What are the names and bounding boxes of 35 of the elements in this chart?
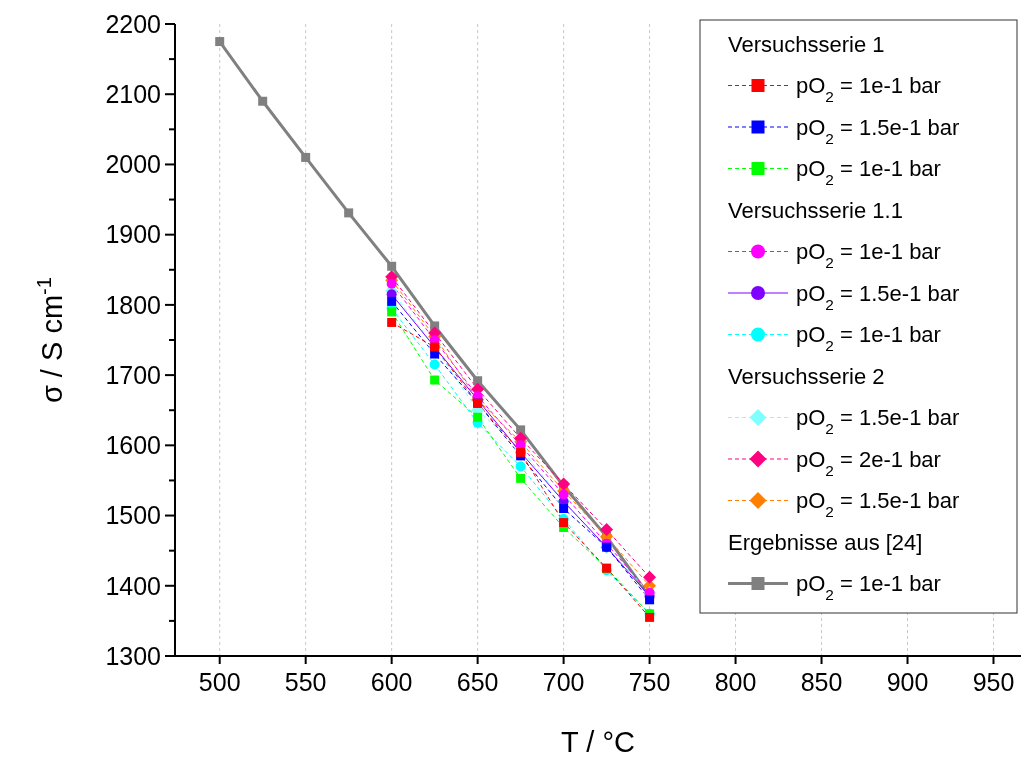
- annotation: Versuchsserie 1.1: [728, 197, 903, 223]
- x-tick-label: 650: [456, 668, 499, 696]
- annotation: Versuchsserie 1: [728, 31, 885, 57]
- y-tick-label: 1500: [105, 501, 161, 530]
- x-tick-label: 550: [284, 668, 327, 696]
- annotation: Ergebnisse aus [24]: [728, 529, 923, 555]
- legend-label: pO$_{2}$ = 1e-1 bar: [796, 322, 941, 354]
- x-axis-title: T / °C: [561, 726, 635, 758]
- x-tick-label: 750: [628, 668, 671, 696]
- y-tick-label: 2200: [105, 9, 161, 38]
- legend-label: pO$_{2}$ = 1.5e-1 bar: [796, 280, 960, 313]
- y-tick-label: 1800: [105, 290, 161, 319]
- x-tick-label: 800: [714, 668, 757, 696]
- legend-label: pO$_{2}$ = 1.5e-1 bar: [796, 488, 960, 520]
- legend-label: pO$_{2}$ = 1.5e-1 bar: [796, 405, 960, 437]
- y-tick-label: 1700: [105, 360, 161, 389]
- legend-label: pO$_{2}$ = 1e-1 bar: [796, 571, 941, 603]
- legend-label: pO$_{2}$ = 2e-1 bar: [796, 446, 941, 479]
- y-tick-label: 1300: [105, 641, 161, 670]
- x-tick-label: 500: [198, 668, 241, 696]
- y-tick-label: 2100: [105, 79, 161, 108]
- y-tick-label: 1400: [105, 571, 161, 600]
- x-tick-label: 850: [800, 668, 843, 696]
- x-tick-label: 950: [972, 668, 1015, 696]
- y-tick-label: 1600: [105, 431, 161, 460]
- x-tick-label: 700: [542, 668, 585, 696]
- x-tick-label: 600: [370, 668, 413, 696]
- x-tick-label: 900: [886, 668, 929, 696]
- y-tick-label: 1900: [105, 220, 161, 249]
- legend-label: pO$_{2}$ = 1e-1 bar: [796, 156, 941, 188]
- legend-label: pO$_{2}$ = 1e-1 bar: [796, 73, 941, 105]
- annotation: Versuchsserie 2: [728, 363, 885, 389]
- legend-label: pO$_{2}$ = 1.5e-1 bar: [796, 114, 960, 147]
- y-tick-label: 2000: [105, 150, 161, 179]
- legend-label: pO$_{2}$ = 1e-1 bar: [796, 239, 941, 271]
